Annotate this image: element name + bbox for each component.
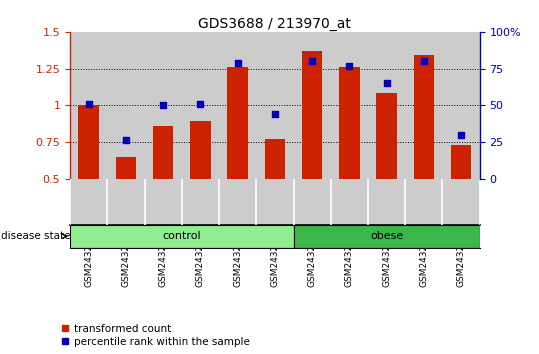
- Point: [308, 58, 316, 64]
- Point: [457, 132, 465, 137]
- Text: control: control: [162, 231, 201, 241]
- Bar: [413, 55, 434, 179]
- Bar: [227, 67, 248, 179]
- Bar: [339, 67, 360, 179]
- Point: [419, 58, 428, 64]
- Bar: [302, 51, 322, 179]
- Point: [122, 138, 130, 143]
- Bar: [116, 156, 136, 179]
- Bar: [70, 225, 294, 248]
- Text: disease state: disease state: [1, 231, 70, 241]
- Bar: [79, 105, 99, 179]
- Bar: [153, 126, 174, 179]
- Point: [233, 60, 242, 65]
- Legend: transformed count, percentile rank within the sample: transformed count, percentile rank withi…: [59, 321, 252, 349]
- Point: [85, 101, 93, 107]
- Text: obese: obese: [370, 231, 403, 241]
- Bar: [265, 139, 285, 179]
- Bar: [451, 145, 471, 179]
- Title: GDS3688 / 213970_at: GDS3688 / 213970_at: [198, 17, 351, 31]
- Bar: [376, 93, 397, 179]
- Point: [271, 111, 279, 117]
- Bar: [190, 121, 211, 179]
- Bar: [294, 225, 480, 248]
- Point: [159, 102, 168, 108]
- Point: [382, 80, 391, 86]
- Point: [196, 101, 205, 107]
- Point: [345, 63, 354, 68]
